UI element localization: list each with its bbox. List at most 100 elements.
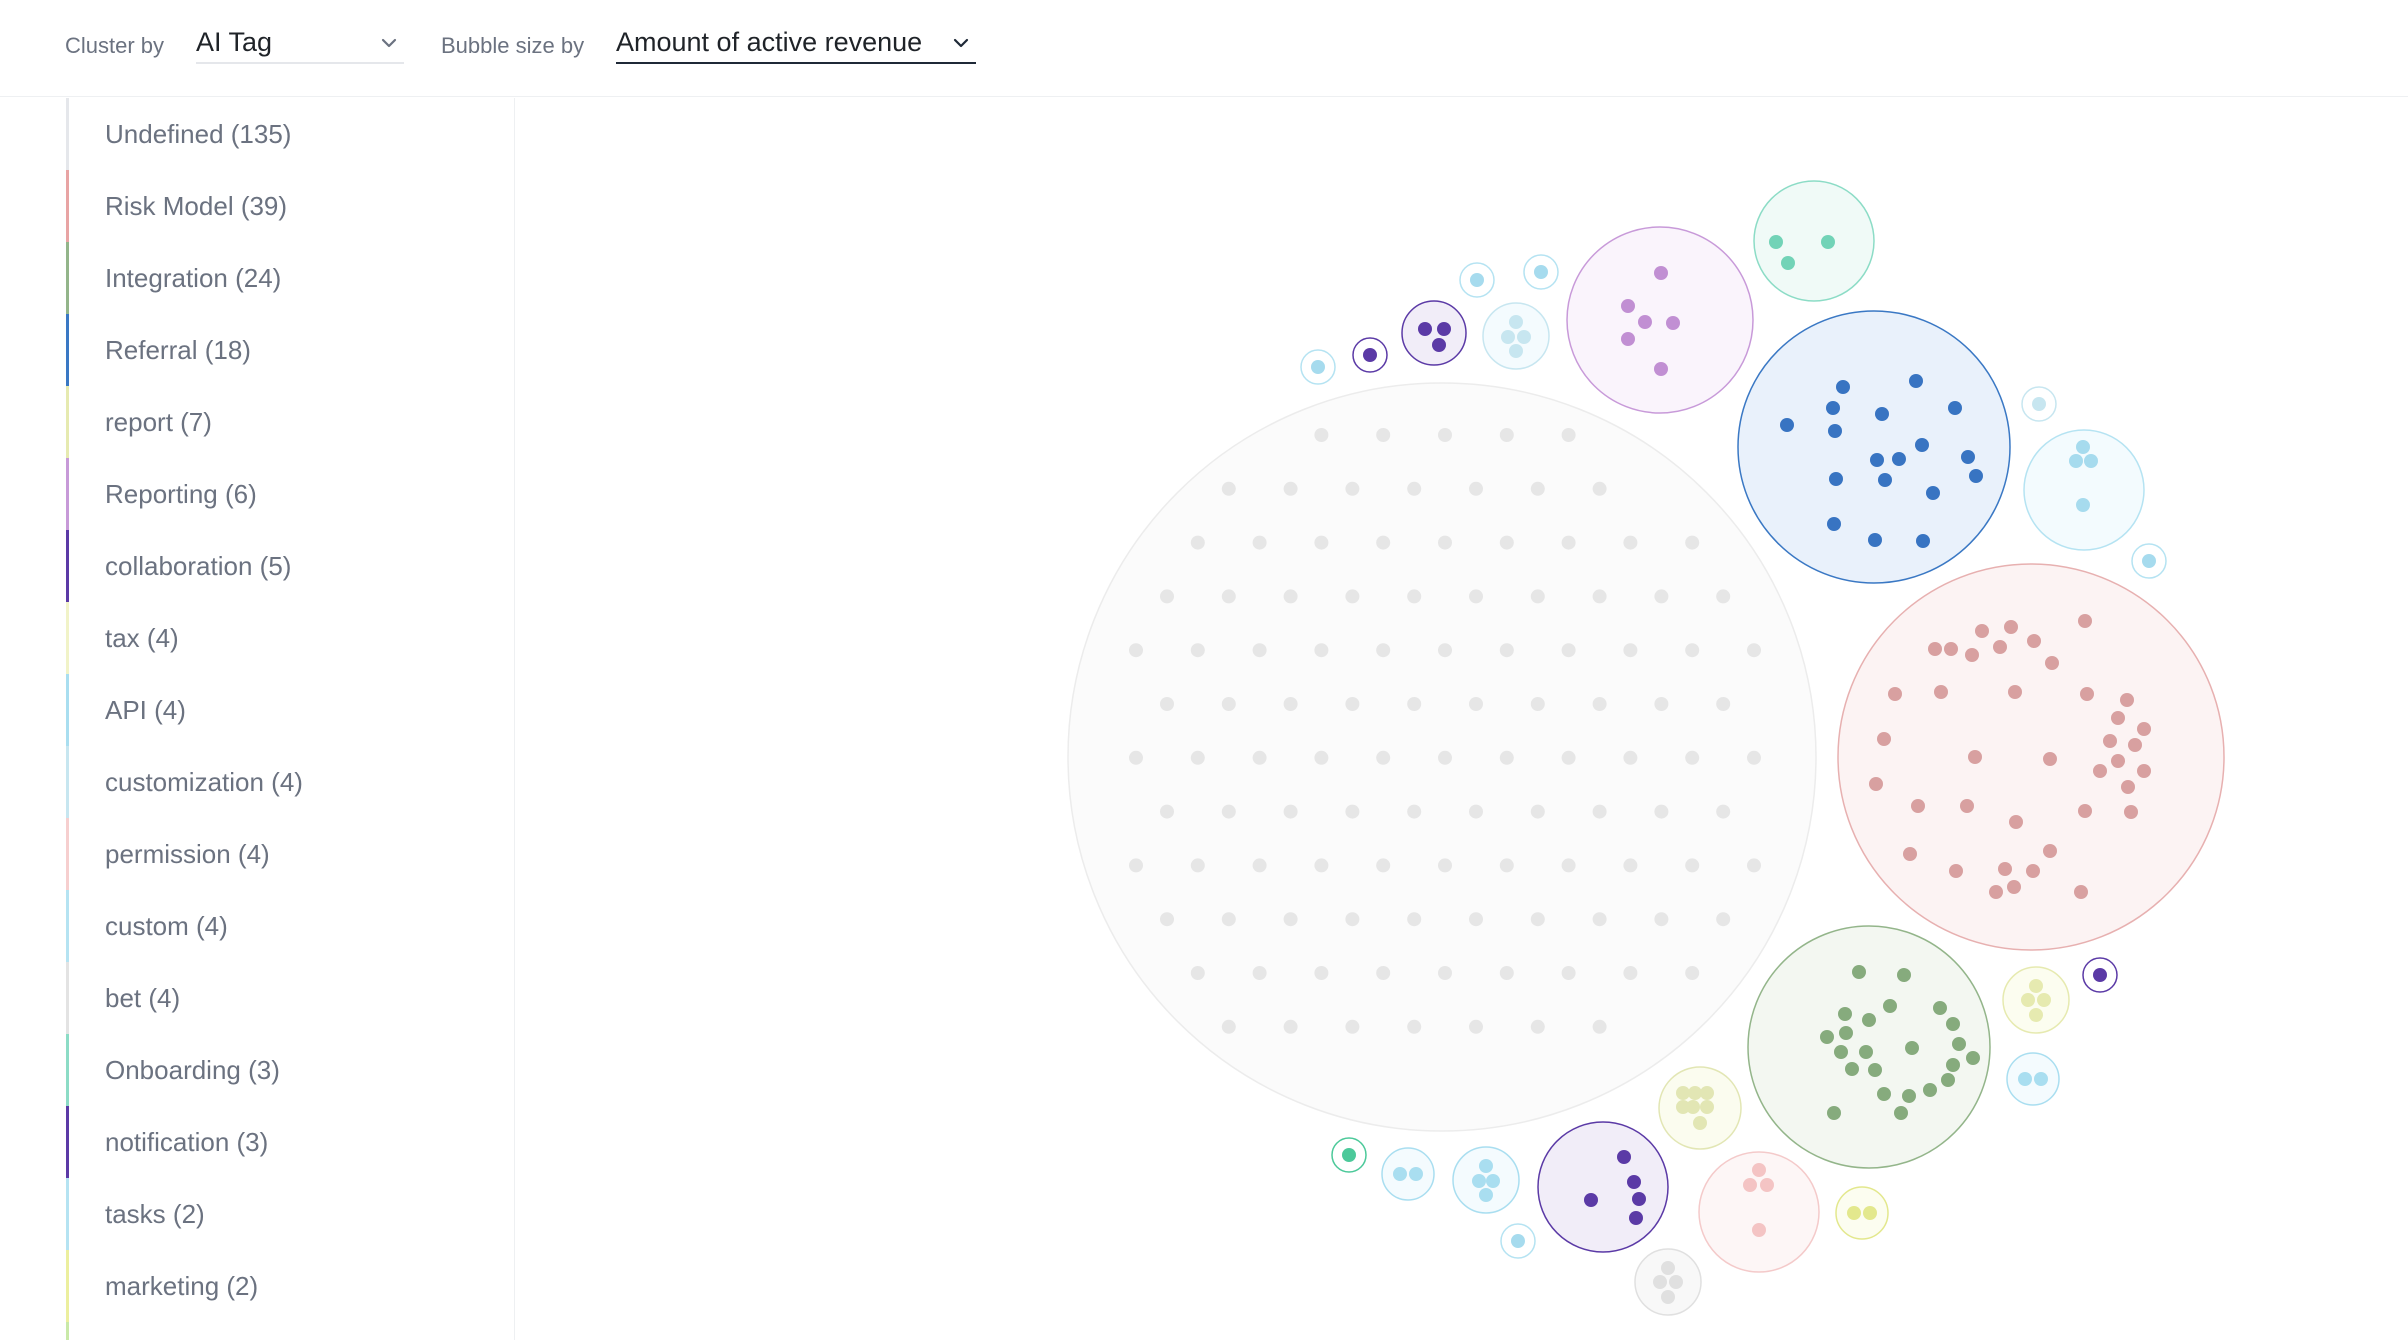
account-dot[interactable] bbox=[1693, 1116, 1707, 1130]
account-dot[interactable] bbox=[1877, 732, 1891, 746]
legend-item[interactable]: Integration (24) bbox=[66, 242, 506, 314]
account-dot[interactable] bbox=[1470, 273, 1484, 287]
account-dot[interactable] bbox=[1190, 966, 1205, 980]
account-dot[interactable] bbox=[1878, 473, 1892, 487]
account-dot[interactable] bbox=[1160, 804, 1174, 819]
account-dot[interactable] bbox=[1469, 804, 1483, 819]
account-dot[interactable] bbox=[1966, 1051, 1980, 1065]
account-dot[interactable] bbox=[1686, 1100, 1700, 1114]
account-dot[interactable] bbox=[1975, 624, 1989, 638]
account-dot[interactable] bbox=[1252, 643, 1267, 658]
account-dot[interactable] bbox=[1716, 589, 1731, 604]
account-dot[interactable] bbox=[1438, 535, 1452, 550]
account-dot[interactable] bbox=[2045, 656, 2059, 670]
account-dot[interactable] bbox=[1669, 1275, 1683, 1289]
account-dot[interactable] bbox=[1952, 1037, 1966, 1051]
account-dot[interactable] bbox=[2037, 993, 2051, 1007]
account-dot[interactable] bbox=[1530, 804, 1545, 819]
account-dot[interactable] bbox=[1283, 481, 1298, 496]
account-dot[interactable] bbox=[1407, 697, 1422, 711]
account-dot[interactable] bbox=[1592, 481, 1607, 496]
cluster-bubble[interactable] bbox=[1737, 310, 2011, 584]
account-dot[interactable] bbox=[2074, 885, 2088, 899]
account-dot[interactable] bbox=[1438, 858, 1452, 873]
account-dot[interactable] bbox=[2120, 693, 2134, 707]
account-dot[interactable] bbox=[1653, 1275, 1667, 1289]
account-dot[interactable] bbox=[1623, 750, 1638, 765]
account-dot[interactable] bbox=[1654, 266, 1668, 280]
account-dot[interactable] bbox=[1376, 966, 1391, 980]
cluster-bubble[interactable] bbox=[2023, 429, 2145, 551]
account-dot[interactable] bbox=[1780, 418, 1794, 432]
account-dot[interactable] bbox=[1869, 777, 1883, 791]
account-dot[interactable] bbox=[1129, 858, 1143, 873]
account-dot[interactable] bbox=[1376, 643, 1391, 658]
account-dot[interactable] bbox=[1654, 362, 1668, 376]
account-dot[interactable] bbox=[2137, 722, 2151, 736]
account-dot[interactable] bbox=[2076, 440, 2090, 454]
account-dot[interactable] bbox=[1688, 1086, 1702, 1100]
account-dot[interactable] bbox=[1314, 643, 1329, 658]
account-dot[interactable] bbox=[1530, 1019, 1545, 1034]
account-dot[interactable] bbox=[2103, 734, 2117, 748]
bubble-size-select[interactable]: Amount of active revenue bbox=[616, 22, 976, 64]
account-dot[interactable] bbox=[1769, 235, 1783, 249]
account-dot[interactable] bbox=[1948, 401, 1962, 415]
account-dot[interactable] bbox=[1781, 256, 1795, 270]
cluster-bubble[interactable] bbox=[1634, 1248, 1702, 1316]
account-dot[interactable] bbox=[1561, 428, 1576, 442]
account-dot[interactable] bbox=[2032, 397, 2046, 411]
account-dot[interactable] bbox=[1926, 486, 1940, 500]
legend-item[interactable]: Undefined (135) bbox=[66, 98, 506, 170]
account-dot[interactable] bbox=[1654, 589, 1669, 604]
account-dot[interactable] bbox=[2009, 815, 2023, 829]
account-dot[interactable] bbox=[2029, 979, 2043, 993]
account-dot[interactable] bbox=[1747, 858, 1761, 873]
account-dot[interactable] bbox=[1160, 697, 1174, 711]
cluster-bubble[interactable] bbox=[1658, 1066, 1742, 1150]
account-dot[interactable] bbox=[1998, 862, 2012, 876]
account-dot[interactable] bbox=[2069, 454, 2083, 468]
account-dot[interactable] bbox=[2080, 687, 2094, 701]
account-dot[interactable] bbox=[1716, 804, 1731, 819]
account-dot[interactable] bbox=[2078, 804, 2092, 818]
account-dot[interactable] bbox=[1877, 1087, 1891, 1101]
account-dot[interactable] bbox=[2021, 993, 2035, 1007]
account-dot[interactable] bbox=[1561, 966, 1576, 980]
legend-item[interactable]: custom (4) bbox=[66, 890, 506, 962]
account-dot[interactable] bbox=[1909, 374, 1923, 388]
account-dot[interactable] bbox=[1676, 1100, 1690, 1114]
account-dot[interactable] bbox=[1509, 344, 1523, 358]
account-dot[interactable] bbox=[2093, 968, 2107, 982]
account-dot[interactable] bbox=[1933, 1001, 1947, 1015]
account-dot[interactable] bbox=[1946, 1017, 1960, 1031]
account-dot[interactable] bbox=[1944, 642, 1958, 656]
account-dot[interactable] bbox=[1892, 452, 1906, 466]
account-dot[interactable] bbox=[1743, 1178, 1757, 1192]
account-dot[interactable] bbox=[1252, 858, 1267, 873]
account-dot[interactable] bbox=[1845, 1062, 1859, 1076]
account-dot[interactable] bbox=[1438, 966, 1452, 980]
legend-item[interactable]: marketing (2) bbox=[66, 1250, 506, 1322]
legend-item[interactable]: collaboration (5) bbox=[66, 530, 506, 602]
account-dot[interactable] bbox=[1283, 697, 1298, 711]
account-dot[interactable] bbox=[1469, 1019, 1483, 1034]
account-dot[interactable] bbox=[2043, 752, 2057, 766]
account-dot[interactable] bbox=[1934, 685, 1948, 699]
account-dot[interactable] bbox=[1345, 804, 1360, 819]
account-dot[interactable] bbox=[1311, 360, 1325, 374]
account-dot[interactable] bbox=[1847, 1206, 1861, 1220]
account-dot[interactable] bbox=[1479, 1188, 1493, 1202]
account-dot[interactable] bbox=[1314, 858, 1329, 873]
account-dot[interactable] bbox=[2137, 764, 2151, 778]
cluster-bubble[interactable] bbox=[1698, 1151, 1820, 1273]
account-dot[interactable] bbox=[1629, 1211, 1643, 1225]
account-dot[interactable] bbox=[1752, 1163, 1766, 1177]
account-dot[interactable] bbox=[1852, 965, 1866, 979]
account-dot[interactable] bbox=[1862, 1013, 1876, 1027]
account-dot[interactable] bbox=[1561, 750, 1576, 765]
account-dot[interactable] bbox=[1190, 750, 1205, 765]
account-dot[interactable] bbox=[1190, 858, 1205, 873]
cluster-bubble[interactable] bbox=[1482, 302, 1550, 370]
account-dot[interactable] bbox=[1760, 1178, 1774, 1192]
